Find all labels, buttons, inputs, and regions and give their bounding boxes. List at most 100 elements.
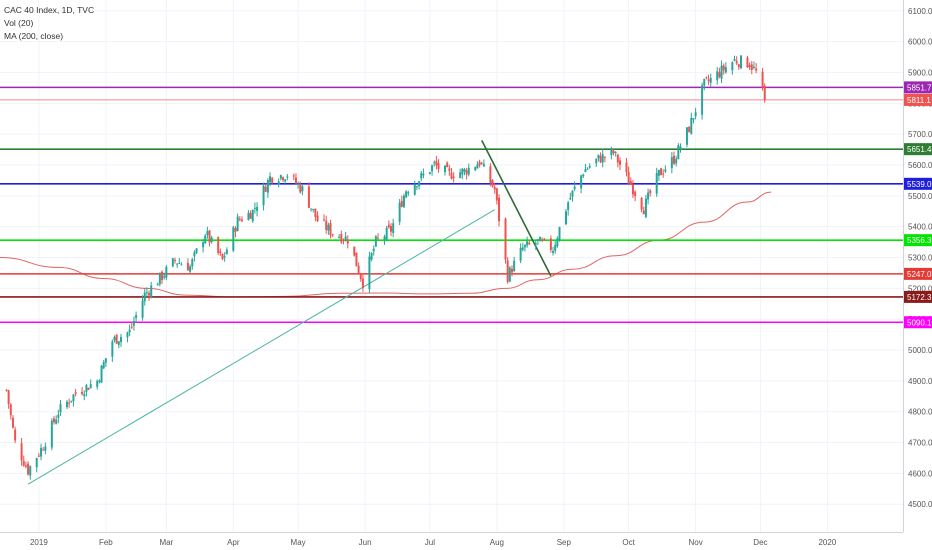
candle-down — [316, 215, 319, 222]
candle-up — [703, 78, 706, 86]
candle-up — [463, 169, 466, 172]
candle-down — [24, 465, 27, 467]
candle-up — [407, 192, 410, 194]
candle-up — [163, 275, 166, 278]
candle-up — [372, 248, 375, 252]
candle-down — [9, 404, 12, 416]
price-tick-label: 4600.0 — [908, 469, 932, 478]
candle-down — [361, 278, 364, 288]
time-tick-label: Oct — [622, 538, 635, 547]
candle-down — [489, 166, 492, 183]
candle-up — [597, 154, 600, 159]
candle-down — [294, 177, 297, 184]
trend-line — [27, 209, 495, 485]
candle-up — [180, 264, 183, 266]
level-label-bg — [904, 81, 932, 94]
candle-down — [763, 85, 766, 100]
candle-down — [11, 417, 14, 428]
candle-up — [567, 202, 570, 211]
candle-up — [647, 192, 650, 200]
candle-down — [737, 64, 740, 67]
candle-up — [202, 242, 205, 248]
candle-down — [299, 183, 302, 193]
level-label-bg — [904, 177, 932, 190]
candle-up — [459, 172, 462, 178]
candle-up — [521, 247, 524, 250]
candle-down — [746, 57, 749, 68]
legend-volume[interactable]: Vol (20) — [4, 18, 34, 28]
candle-up — [519, 247, 522, 261]
candle-down — [323, 219, 326, 221]
trend-line — [481, 139, 552, 277]
candle-up — [614, 151, 617, 153]
time-tick-label: Aug — [490, 538, 504, 547]
candle-up — [338, 236, 341, 238]
candle-down — [750, 64, 753, 70]
candle-up — [96, 380, 99, 387]
candle-down — [390, 226, 393, 232]
candle-down — [331, 234, 334, 236]
candle-up — [225, 249, 228, 255]
candle-up — [467, 167, 470, 175]
candle-up — [405, 191, 408, 198]
legend-title[interactable]: CAC 40 Index, 1D, TVC — [4, 5, 95, 15]
candle-up — [70, 400, 73, 402]
candle-up — [195, 248, 198, 253]
candle-up — [571, 190, 574, 197]
level-label: 5651.4 — [907, 145, 932, 154]
candle-down — [264, 186, 267, 192]
candle-up — [539, 237, 542, 242]
candle-up — [57, 414, 60, 418]
candle-up — [385, 227, 388, 240]
legend-moving-average[interactable]: MA (200, close) — [4, 31, 64, 41]
candle-down — [722, 65, 725, 71]
candle-up — [156, 284, 159, 286]
candle-up — [104, 358, 107, 363]
candle-up — [444, 165, 447, 172]
candle-up — [595, 158, 598, 164]
candle-up — [701, 85, 704, 115]
candle-up — [247, 212, 250, 221]
candle-down — [81, 391, 84, 395]
level-labels-layer: 5851.7 5811.1 5651.4 5539.0 5356.3 5247.0 5172… — [904, 81, 932, 329]
candle-down — [761, 71, 764, 88]
candle-up — [171, 258, 174, 267]
candle-up — [286, 176, 289, 178]
candle-up — [610, 148, 613, 156]
candle-up — [193, 252, 196, 257]
candle-down — [115, 334, 118, 344]
candle-down — [22, 460, 25, 466]
price-axis[interactable]: 4500.04600.04700.04800.04900.05000.05100… — [903, 0, 932, 532]
candle-down — [130, 326, 133, 328]
candle-down — [221, 253, 224, 260]
candles-layer — [5, 55, 766, 480]
price-tick-label: 4900.0 — [908, 377, 932, 386]
candle-up — [588, 166, 591, 168]
candle-down — [603, 156, 606, 158]
candle-up — [573, 186, 576, 190]
candle-down — [629, 181, 632, 185]
price-tick-label: 5900.0 — [908, 68, 932, 77]
candle-up — [664, 169, 667, 172]
candle-down — [53, 418, 56, 423]
candle-down — [688, 126, 691, 133]
candle-up — [709, 77, 712, 83]
candle-down — [7, 390, 10, 404]
level-label-bg — [904, 234, 932, 247]
price-tick-label: 4700.0 — [908, 439, 932, 448]
candle-up — [564, 211, 567, 225]
candle-down — [357, 265, 360, 274]
time-axis[interactable]: 2019 Feb Mar Apr May Jun Jul Aug Sep Oct Nov Dec 202… — [0, 532, 903, 548]
candle-down — [249, 212, 252, 219]
candle-up — [392, 223, 395, 233]
candle-down — [37, 455, 40, 457]
candle-up — [368, 256, 371, 290]
level-label-bg — [904, 93, 932, 106]
candle-up — [554, 244, 557, 251]
candle-down — [649, 190, 652, 194]
candle-up — [210, 237, 213, 242]
candle-down — [612, 150, 615, 154]
level-label: 5090.1 — [907, 318, 932, 327]
time-tick-label: Feb — [99, 538, 113, 547]
